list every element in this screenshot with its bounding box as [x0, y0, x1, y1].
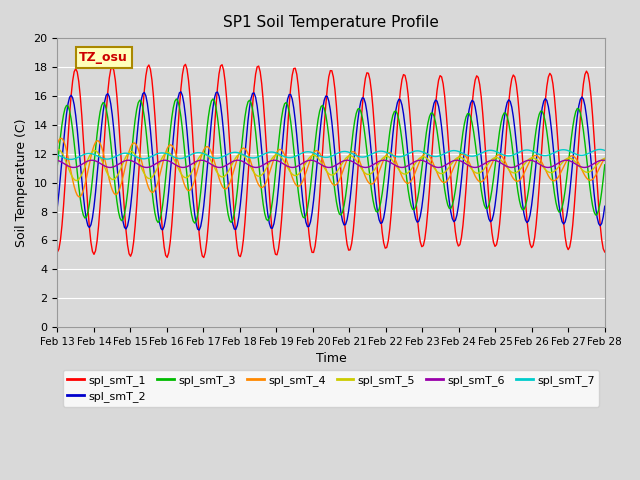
spl_smT_2 [220, 129, 227, 135]
spl_smT_6 [293, 164, 301, 169]
spl_smT_4 [75, 194, 83, 200]
spl_smT_1 [247, 125, 255, 131]
Title: SP1 Soil Temperature Profile: SP1 Soil Temperature Profile [223, 15, 439, 30]
spl_smT_7 [218, 154, 226, 160]
spl_smT_1 [296, 100, 303, 106]
spl_smT_1 [601, 249, 609, 255]
spl_smT_6 [601, 157, 609, 163]
spl_smT_6 [398, 165, 406, 170]
spl_smT_1 [220, 67, 227, 73]
spl_smT_7 [122, 150, 130, 156]
spl_smT_5 [72, 178, 79, 183]
spl_smT_5 [54, 147, 61, 153]
spl_smT_4 [601, 156, 609, 161]
Line: spl_smT_7: spl_smT_7 [58, 149, 605, 159]
spl_smT_5 [122, 154, 130, 159]
spl_smT_1 [54, 249, 61, 255]
spl_smT_7 [54, 152, 61, 157]
spl_smT_2 [54, 204, 61, 209]
spl_smT_1 [238, 248, 246, 254]
spl_smT_4 [238, 146, 246, 152]
spl_smT_7 [596, 146, 604, 152]
spl_smT_2 [121, 225, 129, 230]
spl_smT_3 [601, 162, 609, 168]
spl_smT_5 [237, 151, 244, 157]
Line: spl_smT_2: spl_smT_2 [58, 92, 605, 230]
spl_smT_4 [56, 135, 64, 141]
spl_smT_1 [121, 208, 129, 214]
spl_smT_5 [218, 174, 226, 180]
spl_smT_4 [124, 155, 131, 160]
spl_smT_4 [54, 141, 61, 147]
spl_smT_6 [573, 162, 581, 168]
X-axis label: Time: Time [316, 352, 346, 365]
spl_smT_6 [54, 157, 61, 163]
spl_smT_3 [191, 220, 198, 226]
spl_smT_4 [573, 158, 581, 164]
spl_smT_1 [182, 61, 189, 67]
spl_smT_2 [573, 113, 581, 119]
spl_smT_7 [67, 156, 75, 162]
spl_smT_7 [294, 152, 302, 158]
spl_smT_3 [173, 96, 180, 102]
spl_smT_5 [572, 159, 580, 165]
spl_smT_2 [296, 167, 303, 172]
spl_smT_4 [296, 183, 303, 189]
Line: spl_smT_5: spl_smT_5 [58, 150, 605, 180]
spl_smT_3 [238, 141, 246, 147]
spl_smT_4 [220, 185, 227, 191]
spl_smT_3 [220, 175, 227, 180]
spl_smT_1 [200, 254, 207, 260]
spl_smT_3 [121, 211, 129, 217]
spl_smT_5 [601, 156, 609, 161]
spl_smT_5 [294, 171, 302, 177]
spl_smT_3 [296, 201, 303, 206]
spl_smT_1 [573, 159, 581, 165]
spl_smT_7 [237, 151, 244, 156]
Y-axis label: Soil Temperature (C): Soil Temperature (C) [15, 119, 28, 247]
spl_smT_7 [601, 147, 609, 153]
Text: TZ_osu: TZ_osu [79, 51, 128, 64]
Line: spl_smT_4: spl_smT_4 [58, 138, 605, 197]
Legend: spl_smT_1, spl_smT_2, spl_smT_3, spl_smT_4, spl_smT_5, spl_smT_6, spl_smT_7: spl_smT_1, spl_smT_2, spl_smT_3, spl_smT… [63, 370, 599, 407]
spl_smT_3 [247, 100, 255, 106]
spl_smT_6 [217, 165, 225, 170]
spl_smT_7 [246, 155, 253, 160]
Line: spl_smT_6: spl_smT_6 [58, 160, 605, 168]
spl_smT_6 [235, 157, 243, 163]
spl_smT_6 [244, 162, 252, 168]
spl_smT_7 [572, 151, 580, 157]
Line: spl_smT_1: spl_smT_1 [58, 64, 605, 257]
spl_smT_2 [601, 204, 609, 209]
spl_smT_3 [573, 106, 581, 111]
spl_smT_6 [417, 157, 424, 163]
spl_smT_2 [177, 89, 185, 95]
spl_smT_2 [195, 227, 203, 233]
spl_smT_3 [54, 162, 61, 168]
spl_smT_6 [121, 158, 129, 164]
spl_smT_2 [247, 96, 255, 101]
spl_smT_5 [246, 162, 253, 168]
spl_smT_2 [238, 186, 246, 192]
Line: spl_smT_3: spl_smT_3 [58, 99, 605, 223]
spl_smT_4 [247, 160, 255, 166]
